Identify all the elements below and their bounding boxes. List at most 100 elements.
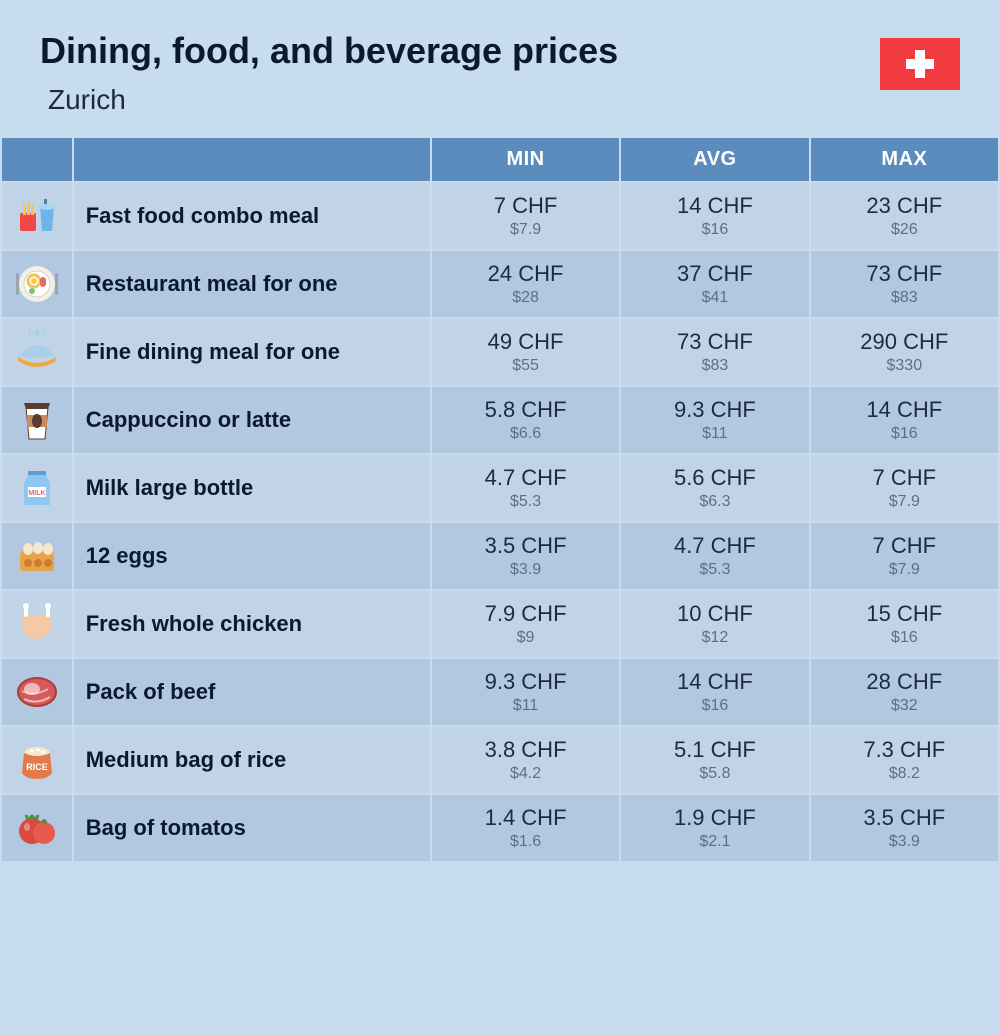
- avg-cell: 14 CHF$16: [621, 659, 808, 725]
- avg-cell: 1.9 CHF $2.1: [621, 795, 808, 861]
- min-cell: 3.8 CHF$4.2: [432, 727, 619, 793]
- min-cell: 9.3 CHF $11: [432, 659, 619, 725]
- max-usd: $32: [811, 697, 998, 715]
- rice-icon: [2, 727, 72, 793]
- min-usd: $9: [432, 629, 619, 647]
- max-chf: 15 CHF: [811, 601, 998, 627]
- table-row: Fine dining meal for one49 CHF$5573 CHF$…: [2, 319, 998, 385]
- max-usd: $16: [811, 425, 998, 443]
- table-row: Restaurant meal for one24 CHF$2837 CHF$4…: [2, 251, 998, 317]
- item-label: Fresh whole chicken: [74, 591, 430, 657]
- min-chf: 3.5 CHF: [432, 533, 619, 559]
- item-label: Cappuccino or latte: [74, 387, 430, 453]
- max-cell: 28 CHF$32: [811, 659, 998, 725]
- fast-food-icon: [2, 183, 72, 249]
- min-cell: 49 CHF$55: [432, 319, 619, 385]
- max-usd: $26: [811, 221, 998, 239]
- table-row: Milk large bottle4.7 CHF $5.35.6 CHF$6.37…: [2, 455, 998, 521]
- min-chf: 4.7 CHF: [432, 465, 619, 491]
- avg-usd: $2.1: [621, 833, 808, 851]
- max-cell: 73 CHF $83: [811, 251, 998, 317]
- item-label: Bag of tomatos: [74, 795, 430, 861]
- avg-chf: 5.6 CHF: [621, 465, 808, 491]
- tomatoes-icon: [2, 795, 72, 861]
- max-cell: 7.3 CHF $8.2: [811, 727, 998, 793]
- switzerland-flag-icon: [880, 38, 960, 90]
- min-cell: 5.8 CHF $6.6: [432, 387, 619, 453]
- min-cell: 24 CHF$28: [432, 251, 619, 317]
- avg-chf: 10 CHF: [621, 601, 808, 627]
- fine-dining-icon: [2, 319, 72, 385]
- max-cell: 7 CHF $7.9: [811, 523, 998, 589]
- max-usd: $16: [811, 629, 998, 647]
- min-cell: 1.4 CHF $1.6: [432, 795, 619, 861]
- max-cell: 14 CHF $16: [811, 387, 998, 453]
- min-chf: 49 CHF: [432, 329, 619, 355]
- coffee-icon: [2, 387, 72, 453]
- max-cell: 7 CHF$7.9: [811, 455, 998, 521]
- city-label: Zurich: [48, 84, 880, 116]
- min-cell: 4.7 CHF $5.3: [432, 455, 619, 521]
- max-chf: 7 CHF: [811, 533, 998, 559]
- max-usd: $7.9: [811, 493, 998, 511]
- table-row: Cappuccino or latte5.8 CHF $6.69.3 CHF$11…: [2, 387, 998, 453]
- max-cell: 23 CHF$26: [811, 183, 998, 249]
- min-usd: $11: [432, 697, 619, 715]
- avg-chf: 5.1 CHF: [621, 737, 808, 763]
- min-chf: 1.4 CHF: [432, 805, 619, 831]
- max-usd: $83: [811, 289, 998, 307]
- restaurant-meal-icon: [2, 251, 72, 317]
- item-label: Pack of beef: [74, 659, 430, 725]
- table-header-row: MIN AVG MAX: [2, 138, 998, 181]
- header-max: MAX: [811, 138, 998, 181]
- avg-cell: 37 CHF$41: [621, 251, 808, 317]
- header-label-col: [74, 138, 430, 181]
- avg-usd: $5.3: [621, 561, 808, 579]
- header-min: MIN: [432, 138, 619, 181]
- min-usd: $7.9: [432, 221, 619, 239]
- min-usd: $1.6: [432, 833, 619, 851]
- min-chf: 3.8 CHF: [432, 737, 619, 763]
- avg-cell: 5.1 CHF $5.8: [621, 727, 808, 793]
- item-label: Milk large bottle: [74, 455, 430, 521]
- min-chf: 7 CHF: [432, 193, 619, 219]
- beef-icon: [2, 659, 72, 725]
- item-label: Medium bag of rice: [74, 727, 430, 793]
- max-usd: $8.2: [811, 765, 998, 783]
- max-cell: 3.5 CHF$3.9: [811, 795, 998, 861]
- max-usd: $7.9: [811, 561, 998, 579]
- min-chf: 24 CHF: [432, 261, 619, 287]
- avg-cell: 5.6 CHF$6.3: [621, 455, 808, 521]
- max-chf: 73 CHF: [811, 261, 998, 287]
- price-table: MIN AVG MAX Fast food combo meal7 CHF$7.…: [0, 136, 1000, 863]
- avg-cell: 10 CHF$12: [621, 591, 808, 657]
- item-label: Fast food combo meal: [74, 183, 430, 249]
- max-cell: 290 CHF$330: [811, 319, 998, 385]
- table-row: Fresh whole chicken7.9 CHF $910 CHF$1215 …: [2, 591, 998, 657]
- table-row: Bag of tomatos1.4 CHF $1.61.9 CHF $2.13.5 …: [2, 795, 998, 861]
- min-usd: $5.3: [432, 493, 619, 511]
- avg-chf: 1.9 CHF: [621, 805, 808, 831]
- table-row: Fast food combo meal7 CHF $7.914 CHF$1623…: [2, 183, 998, 249]
- max-cell: 15 CHF $16: [811, 591, 998, 657]
- chicken-icon: [2, 591, 72, 657]
- table-row: Pack of beef9.3 CHF $1114 CHF$1628 CHF$32: [2, 659, 998, 725]
- header: Dining, food, and beverage prices Zurich: [0, 0, 1000, 136]
- max-chf: 7.3 CHF: [811, 737, 998, 763]
- table-row: Medium bag of rice3.8 CHF$4.25.1 CHF $5.8…: [2, 727, 998, 793]
- avg-cell: 9.3 CHF$11: [621, 387, 808, 453]
- avg-cell: 14 CHF$16: [621, 183, 808, 249]
- min-usd: $6.6: [432, 425, 619, 443]
- min-chf: 5.8 CHF: [432, 397, 619, 423]
- item-label: 12 eggs: [74, 523, 430, 589]
- max-chf: 14 CHF: [811, 397, 998, 423]
- min-chf: 7.9 CHF: [432, 601, 619, 627]
- avg-chf: 4.7 CHF: [621, 533, 808, 559]
- item-label: Fine dining meal for one: [74, 319, 430, 385]
- avg-usd: $11: [621, 425, 808, 443]
- min-chf: 9.3 CHF: [432, 669, 619, 695]
- avg-chf: 37 CHF: [621, 261, 808, 287]
- min-usd: $3.9: [432, 561, 619, 579]
- header-avg: AVG: [621, 138, 808, 181]
- avg-usd: $5.8: [621, 765, 808, 783]
